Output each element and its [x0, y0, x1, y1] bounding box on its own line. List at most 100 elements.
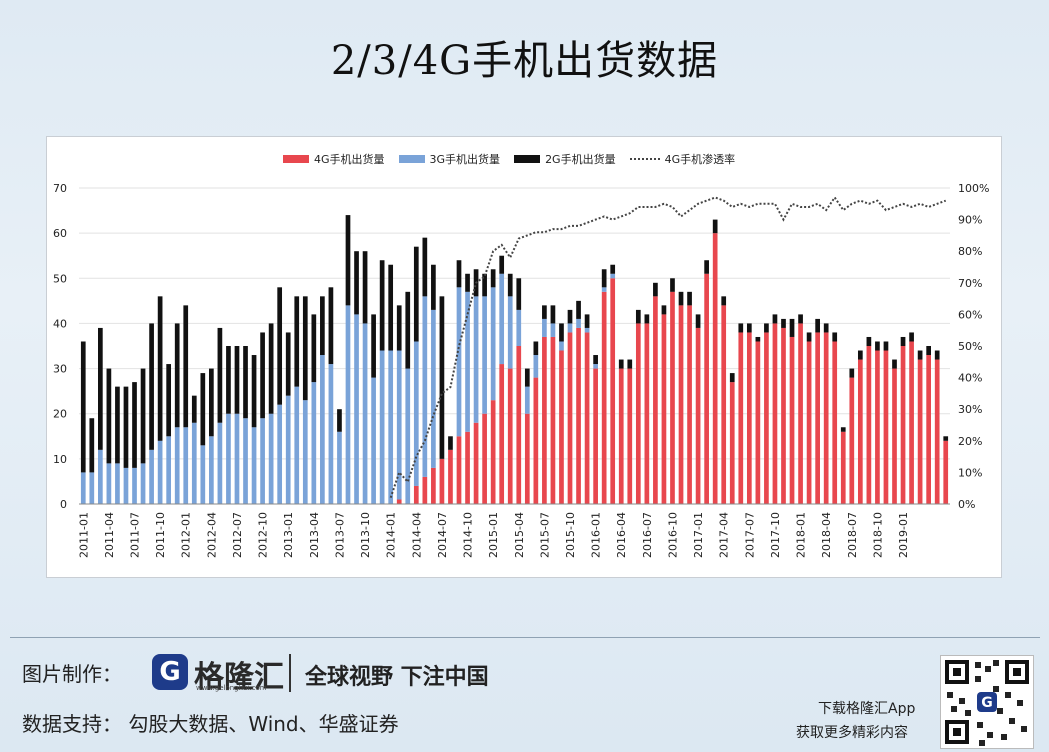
slogan: 全球视野 下注中国	[305, 665, 489, 690]
chart-legend: 4G手机出货量 3G手机出货量 2G手机出货量 4G手机渗透率	[283, 151, 749, 167]
bar-3g	[473, 296, 479, 423]
bar-2g	[80, 341, 86, 473]
bar-3g	[89, 472, 95, 504]
bar-2g	[217, 327, 223, 423]
x-tick-label: 2016-04	[615, 512, 628, 558]
bar-2g	[593, 355, 598, 365]
bar-2g	[934, 350, 940, 360]
bar-4g	[507, 368, 513, 504]
bar-4g	[524, 413, 530, 504]
chart-svg: 0 10 20 30 40 50 60 70 0% 10% 20% 30% 40% 50% 60% 70% 80…	[53, 182, 989, 558]
bar-4g	[857, 359, 863, 504]
legend-item-penetration: 4G手机渗透率	[629, 151, 736, 167]
bar-2g	[764, 323, 769, 333]
bar-3g	[234, 413, 240, 504]
bar-2g	[601, 269, 607, 288]
bar-4g	[473, 422, 479, 504]
bar-4g	[499, 364, 505, 504]
qr-code-graphic: G	[945, 660, 1029, 746]
bar-4g	[644, 323, 650, 504]
bar-2g	[542, 305, 547, 319]
bar-4g	[798, 323, 803, 504]
bar-2g	[345, 215, 351, 306]
x-tick-label: 2017-01	[692, 512, 705, 558]
bar-2g	[311, 314, 317, 383]
bar-2g	[806, 332, 812, 342]
bar-4g	[934, 359, 940, 504]
footer-divider	[10, 637, 1040, 638]
bar-2g	[243, 346, 248, 419]
bar-2g	[746, 323, 752, 333]
y-left-tick-label: 70	[53, 182, 67, 195]
x-tick-label: 2015-01	[487, 512, 500, 558]
qr-code-icon[interactable]: G	[940, 655, 1034, 749]
bar-2g	[781, 318, 786, 328]
bar-3g	[431, 309, 436, 468]
bar-2g	[106, 368, 112, 464]
bar-3g	[576, 318, 581, 328]
bar-3g	[413, 341, 419, 486]
bar-4g	[875, 350, 880, 504]
bar-2g	[379, 260, 385, 351]
bar-2g	[712, 219, 718, 234]
bar-4g	[601, 291, 607, 504]
y-right-tick-label: 70%	[958, 277, 982, 290]
bar-2g	[183, 305, 189, 428]
bar-2g	[772, 314, 778, 324]
bar-4g	[490, 400, 496, 504]
bar-4g	[866, 346, 872, 504]
bar-3g	[337, 431, 342, 504]
x-tick-label: 2014-10	[462, 512, 475, 558]
x-tick-label: 2013-01	[282, 512, 295, 558]
bar-3g	[268, 413, 274, 504]
y-left-tick-label: 60	[53, 227, 67, 240]
bar-2g	[533, 341, 539, 356]
bar-3g	[396, 350, 402, 500]
bar-2g	[524, 368, 530, 387]
bar-2g	[653, 282, 658, 297]
legend-label-3g: 3G手机出货量	[429, 153, 501, 166]
bar-4g	[584, 332, 590, 504]
bar-2g	[396, 305, 402, 351]
bar-2g	[226, 346, 231, 414]
bar-2g	[490, 269, 496, 288]
bar-2g	[892, 359, 897, 369]
bar-3g	[183, 427, 189, 504]
x-tick-label: 2016-01	[590, 512, 603, 558]
bar-4g	[695, 327, 701, 504]
bar-3g	[379, 350, 385, 504]
x-tick-label: 2013-07	[333, 512, 346, 558]
bar-4g	[772, 323, 778, 504]
bar-2g	[883, 341, 889, 351]
legend-swatch-3g	[398, 155, 425, 163]
bar-4g	[661, 314, 667, 504]
bar-3g	[226, 413, 231, 504]
bar-4g	[746, 332, 752, 504]
bar-3g	[516, 309, 522, 346]
bar-3g	[166, 436, 172, 504]
bar-2g	[337, 409, 342, 432]
bar-3g	[200, 445, 206, 504]
legend-swatch-4g	[283, 155, 309, 163]
y-left-tick-label: 50	[53, 272, 67, 285]
logo-name: 格隆汇	[194, 660, 284, 695]
bar-2g	[328, 287, 334, 365]
x-tick-label: 2011-07	[129, 512, 142, 558]
bar-2g	[405, 291, 411, 369]
gelonghui-logo-icon: G	[152, 654, 188, 690]
bar-4g	[635, 323, 641, 504]
bar-2g	[277, 287, 283, 405]
penetration-line	[389, 195, 947, 499]
legend-label-penetration: 4G手机渗透率	[664, 153, 736, 166]
legend-label-2g: 2G手机出货量	[545, 153, 616, 166]
bar-3g	[567, 323, 573, 333]
y-right-tick-label: 60%	[958, 308, 982, 321]
bar-3g	[294, 386, 300, 504]
bar-2g	[815, 318, 820, 333]
bar-3g	[610, 273, 616, 279]
bar-2g	[166, 364, 172, 437]
bar-3g	[217, 422, 223, 504]
bar-2g	[422, 237, 428, 297]
bar-2g	[132, 382, 137, 468]
bar-2g	[661, 305, 667, 315]
